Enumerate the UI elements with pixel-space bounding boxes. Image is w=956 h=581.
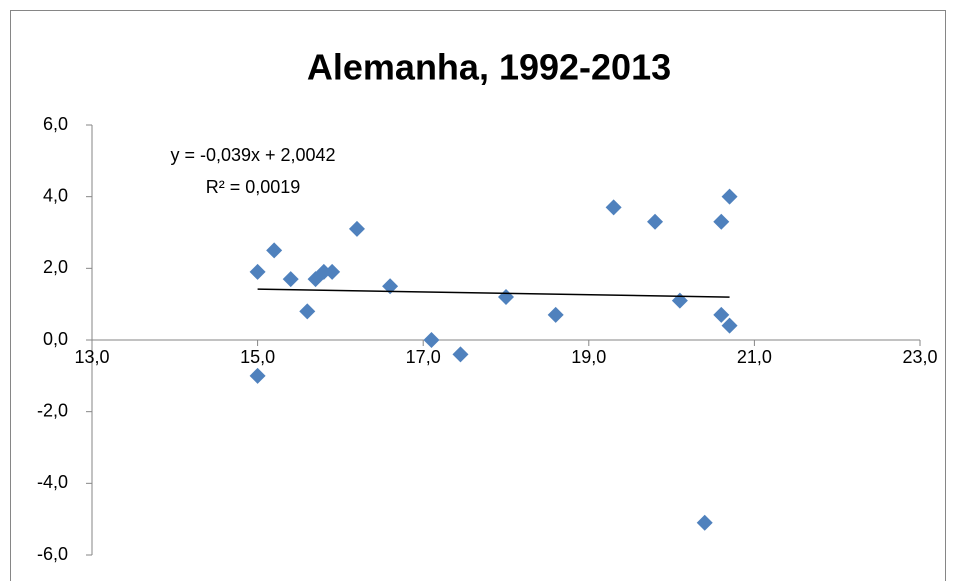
y-tick-label: -4,0 — [37, 472, 68, 492]
x-tick-label: 21,0 — [737, 347, 772, 367]
point — [423, 332, 440, 348]
point — [721, 317, 738, 334]
point — [452, 346, 469, 363]
point — [382, 278, 399, 295]
point — [647, 213, 664, 230]
point — [266, 242, 283, 259]
point — [299, 303, 316, 320]
point — [721, 188, 738, 205]
point — [249, 263, 266, 280]
chart-border — [10, 10, 946, 581]
y-tick-label: 0,0 — [43, 329, 68, 349]
y-tick-label: -2,0 — [37, 400, 68, 420]
point — [713, 213, 730, 230]
point — [249, 367, 266, 384]
trendline-equation: y = -0,039x + 2,0042 — [170, 145, 335, 165]
x-tick-label: 19,0 — [571, 347, 606, 367]
x-tick-label: 17,0 — [406, 347, 441, 367]
point — [315, 263, 332, 280]
y-tick-label: -6,0 — [37, 544, 68, 564]
y-tick-label: 2,0 — [43, 257, 68, 277]
x-tick-label: 15,0 — [240, 347, 275, 367]
x-tick-label: 13,0 — [74, 347, 109, 367]
trendline-r2: R² = 0,0019 — [206, 177, 301, 197]
point — [605, 199, 622, 216]
x-tick-label: 23,0 — [902, 347, 937, 367]
chart-title: Alemanha, 1992-2013 — [307, 47, 671, 88]
point — [547, 306, 564, 323]
point — [324, 263, 341, 280]
trendline — [257, 288, 730, 298]
point — [713, 306, 730, 323]
point — [696, 514, 713, 531]
y-tick-label: 4,0 — [43, 185, 68, 205]
point — [348, 220, 365, 237]
point — [282, 271, 299, 288]
y-tick-label: 6,0 — [43, 114, 68, 134]
